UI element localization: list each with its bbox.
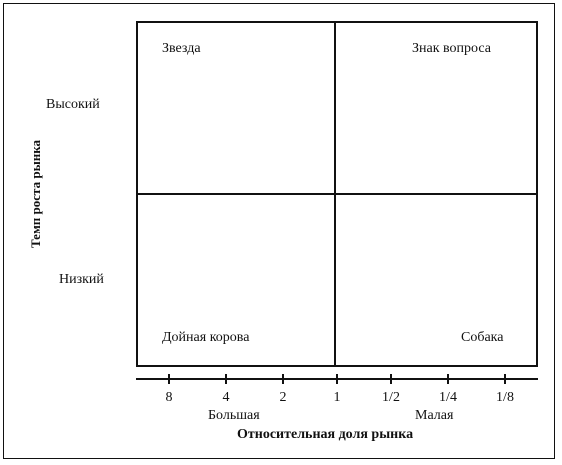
- matrix-horizontal-divider: [136, 193, 538, 195]
- x-axis-tick-label: 1/4: [439, 390, 457, 405]
- quadrant-question-label: Знак вопроса: [412, 41, 491, 56]
- x-axis-tick: [504, 374, 506, 384]
- x-axis-tick: [390, 374, 392, 384]
- x-axis-tick: [225, 374, 227, 384]
- x-axis-tick: [336, 374, 338, 384]
- x-axis-tick: [447, 374, 449, 384]
- x-axis-tick-label: 2: [279, 390, 287, 405]
- quadrant-dog-label: Собака: [461, 330, 504, 345]
- x-axis-big-label: Большая: [208, 408, 260, 423]
- y-axis-title: Темп роста рынка: [28, 140, 43, 248]
- diagram-frame: [3, 3, 555, 459]
- y-axis-low-label: Низкий: [59, 272, 104, 287]
- x-axis-small-label: Малая: [415, 408, 454, 423]
- x-axis-tick: [282, 374, 284, 384]
- x-axis-tick: [168, 374, 170, 384]
- quadrant-star-label: Звезда: [162, 41, 201, 56]
- x-axis-tick-label: 1: [333, 390, 341, 405]
- y-axis-high-label: Высокий: [46, 97, 100, 112]
- quadrant-cash-cow-label: Дойная корова: [162, 330, 250, 345]
- x-axis-title: Относительная доля рынка: [237, 427, 414, 442]
- x-axis-tick-label: 1/8: [496, 390, 514, 405]
- x-axis-tick-label: 4: [222, 390, 230, 405]
- x-axis-tick-label: 1/2: [382, 390, 400, 405]
- x-axis-tick-label: 8: [165, 390, 173, 405]
